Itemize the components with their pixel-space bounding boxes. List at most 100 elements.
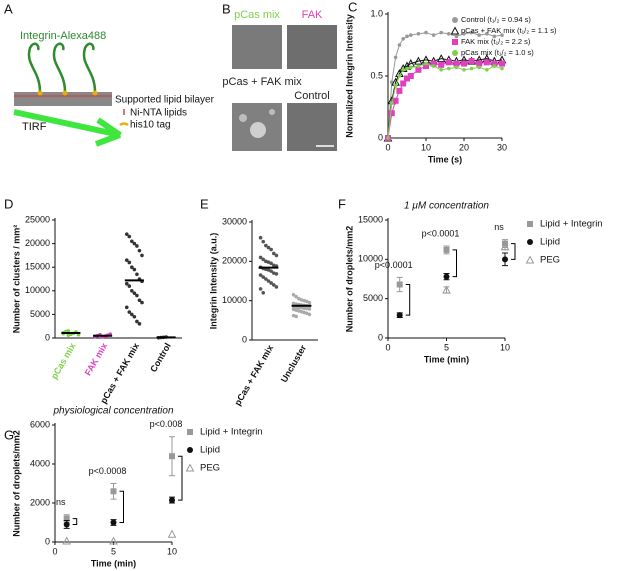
- marker: [393, 55, 398, 60]
- marker: [424, 61, 428, 66]
- y-axis-label: Integrin Intensity (a.u.): [208, 233, 218, 330]
- panel-letter: A: [4, 1, 13, 16]
- point: [135, 293, 139, 298]
- point: [266, 279, 271, 283]
- marker: [492, 34, 497, 39]
- y-tick-label: 0: [45, 536, 50, 546]
- point: [269, 269, 273, 273]
- x-tick-label: 0: [385, 142, 390, 152]
- integrin-icon: [52, 42, 67, 93]
- marker: [492, 64, 497, 68]
- point: [124, 305, 129, 310]
- marker: [62, 536, 72, 545]
- point: [264, 243, 268, 248]
- chart: G 0 2000 4000 6000 0 5 10 Number of droplets/mm2…: [4, 406, 263, 569]
- marker: [430, 60, 437, 67]
- bracket: [511, 243, 516, 260]
- point: [269, 261, 273, 266]
- marker: [407, 73, 414, 79]
- point: [299, 305, 304, 310]
- panel-letter: C: [348, 0, 357, 14]
- marker: [169, 453, 175, 460]
- integrin-icon: [82, 42, 97, 93]
- marker: [476, 60, 483, 67]
- marker: [500, 242, 510, 251]
- point: [140, 300, 144, 305]
- y-tick-label: 0: [242, 334, 247, 344]
- marker: [436, 54, 446, 63]
- bilayer-label: Supported lipid bilayer: [115, 95, 215, 106]
- bracket: [452, 249, 457, 278]
- point: [140, 253, 144, 258]
- point: [135, 272, 139, 277]
- point: [302, 306, 306, 310]
- marker: [415, 66, 422, 73]
- marker: [483, 59, 490, 66]
- marker: [525, 255, 535, 264]
- x-tick-label: Uncluster: [279, 343, 309, 384]
- chart: E 0 10000 20000 30000 Integrin Intensity (a.u…: [200, 196, 318, 407]
- annotation: p<0.0001: [375, 260, 413, 270]
- marker: [500, 33, 504, 37]
- marker: [424, 30, 428, 35]
- y-tick-label: 0: [378, 332, 383, 342]
- marker: [409, 33, 413, 37]
- point: [294, 314, 299, 319]
- marker: [468, 58, 475, 65]
- point: [269, 247, 273, 252]
- point: [291, 292, 296, 297]
- marker: [485, 68, 489, 72]
- droplet: [250, 122, 266, 138]
- x-tick-label: 10: [167, 546, 177, 556]
- panel-letter: F: [338, 196, 346, 211]
- marker: [405, 66, 409, 71]
- marker: [491, 60, 498, 67]
- marker: [390, 101, 394, 106]
- point: [258, 255, 263, 260]
- marker: [110, 519, 117, 526]
- x-axis-label: Time (s): [428, 154, 462, 164]
- x-axis-label: Time (min): [424, 354, 469, 364]
- marker: [453, 60, 460, 67]
- point: [304, 306, 309, 311]
- point: [261, 239, 266, 244]
- marker: [400, 80, 407, 87]
- point: [124, 232, 129, 236]
- marker: [110, 488, 117, 495]
- y-tick-label: 5000: [30, 309, 50, 319]
- marker: [477, 65, 482, 70]
- marker: [454, 34, 459, 39]
- y-tick-label: 4000: [30, 458, 50, 468]
- marker: [462, 68, 466, 72]
- x-tick-label: 0: [385, 342, 390, 352]
- point: [132, 267, 137, 272]
- point: [137, 322, 142, 326]
- panel-letter: B: [222, 1, 231, 16]
- marker: [452, 17, 458, 23]
- y-tick-label: 2000: [30, 497, 50, 507]
- marker: [396, 87, 403, 94]
- bracket: [405, 284, 411, 316]
- point: [307, 300, 312, 305]
- point: [130, 289, 134, 293]
- y-tick-label: 20000: [25, 238, 50, 248]
- marker: [485, 32, 489, 36]
- x-tick-label: 5: [444, 342, 449, 352]
- y-axis-label: Number of clusters / mm²: [11, 225, 21, 334]
- marker: [438, 61, 445, 68]
- point: [127, 234, 132, 239]
- marker: [439, 68, 444, 72]
- marker: [392, 97, 399, 104]
- marker: [187, 429, 193, 435]
- marker: [404, 75, 410, 82]
- point: [258, 235, 263, 240]
- legend-label: Control (t₁/₂ = 0.94 s): [461, 15, 531, 24]
- marker: [401, 68, 406, 72]
- bracket: [72, 518, 78, 525]
- chart-title: physiological concentration: [52, 406, 174, 417]
- marker: [63, 515, 70, 522]
- bilayer-lipids: [14, 95, 112, 97]
- point: [132, 291, 137, 295]
- marker: [527, 239, 533, 245]
- point: [124, 281, 129, 286]
